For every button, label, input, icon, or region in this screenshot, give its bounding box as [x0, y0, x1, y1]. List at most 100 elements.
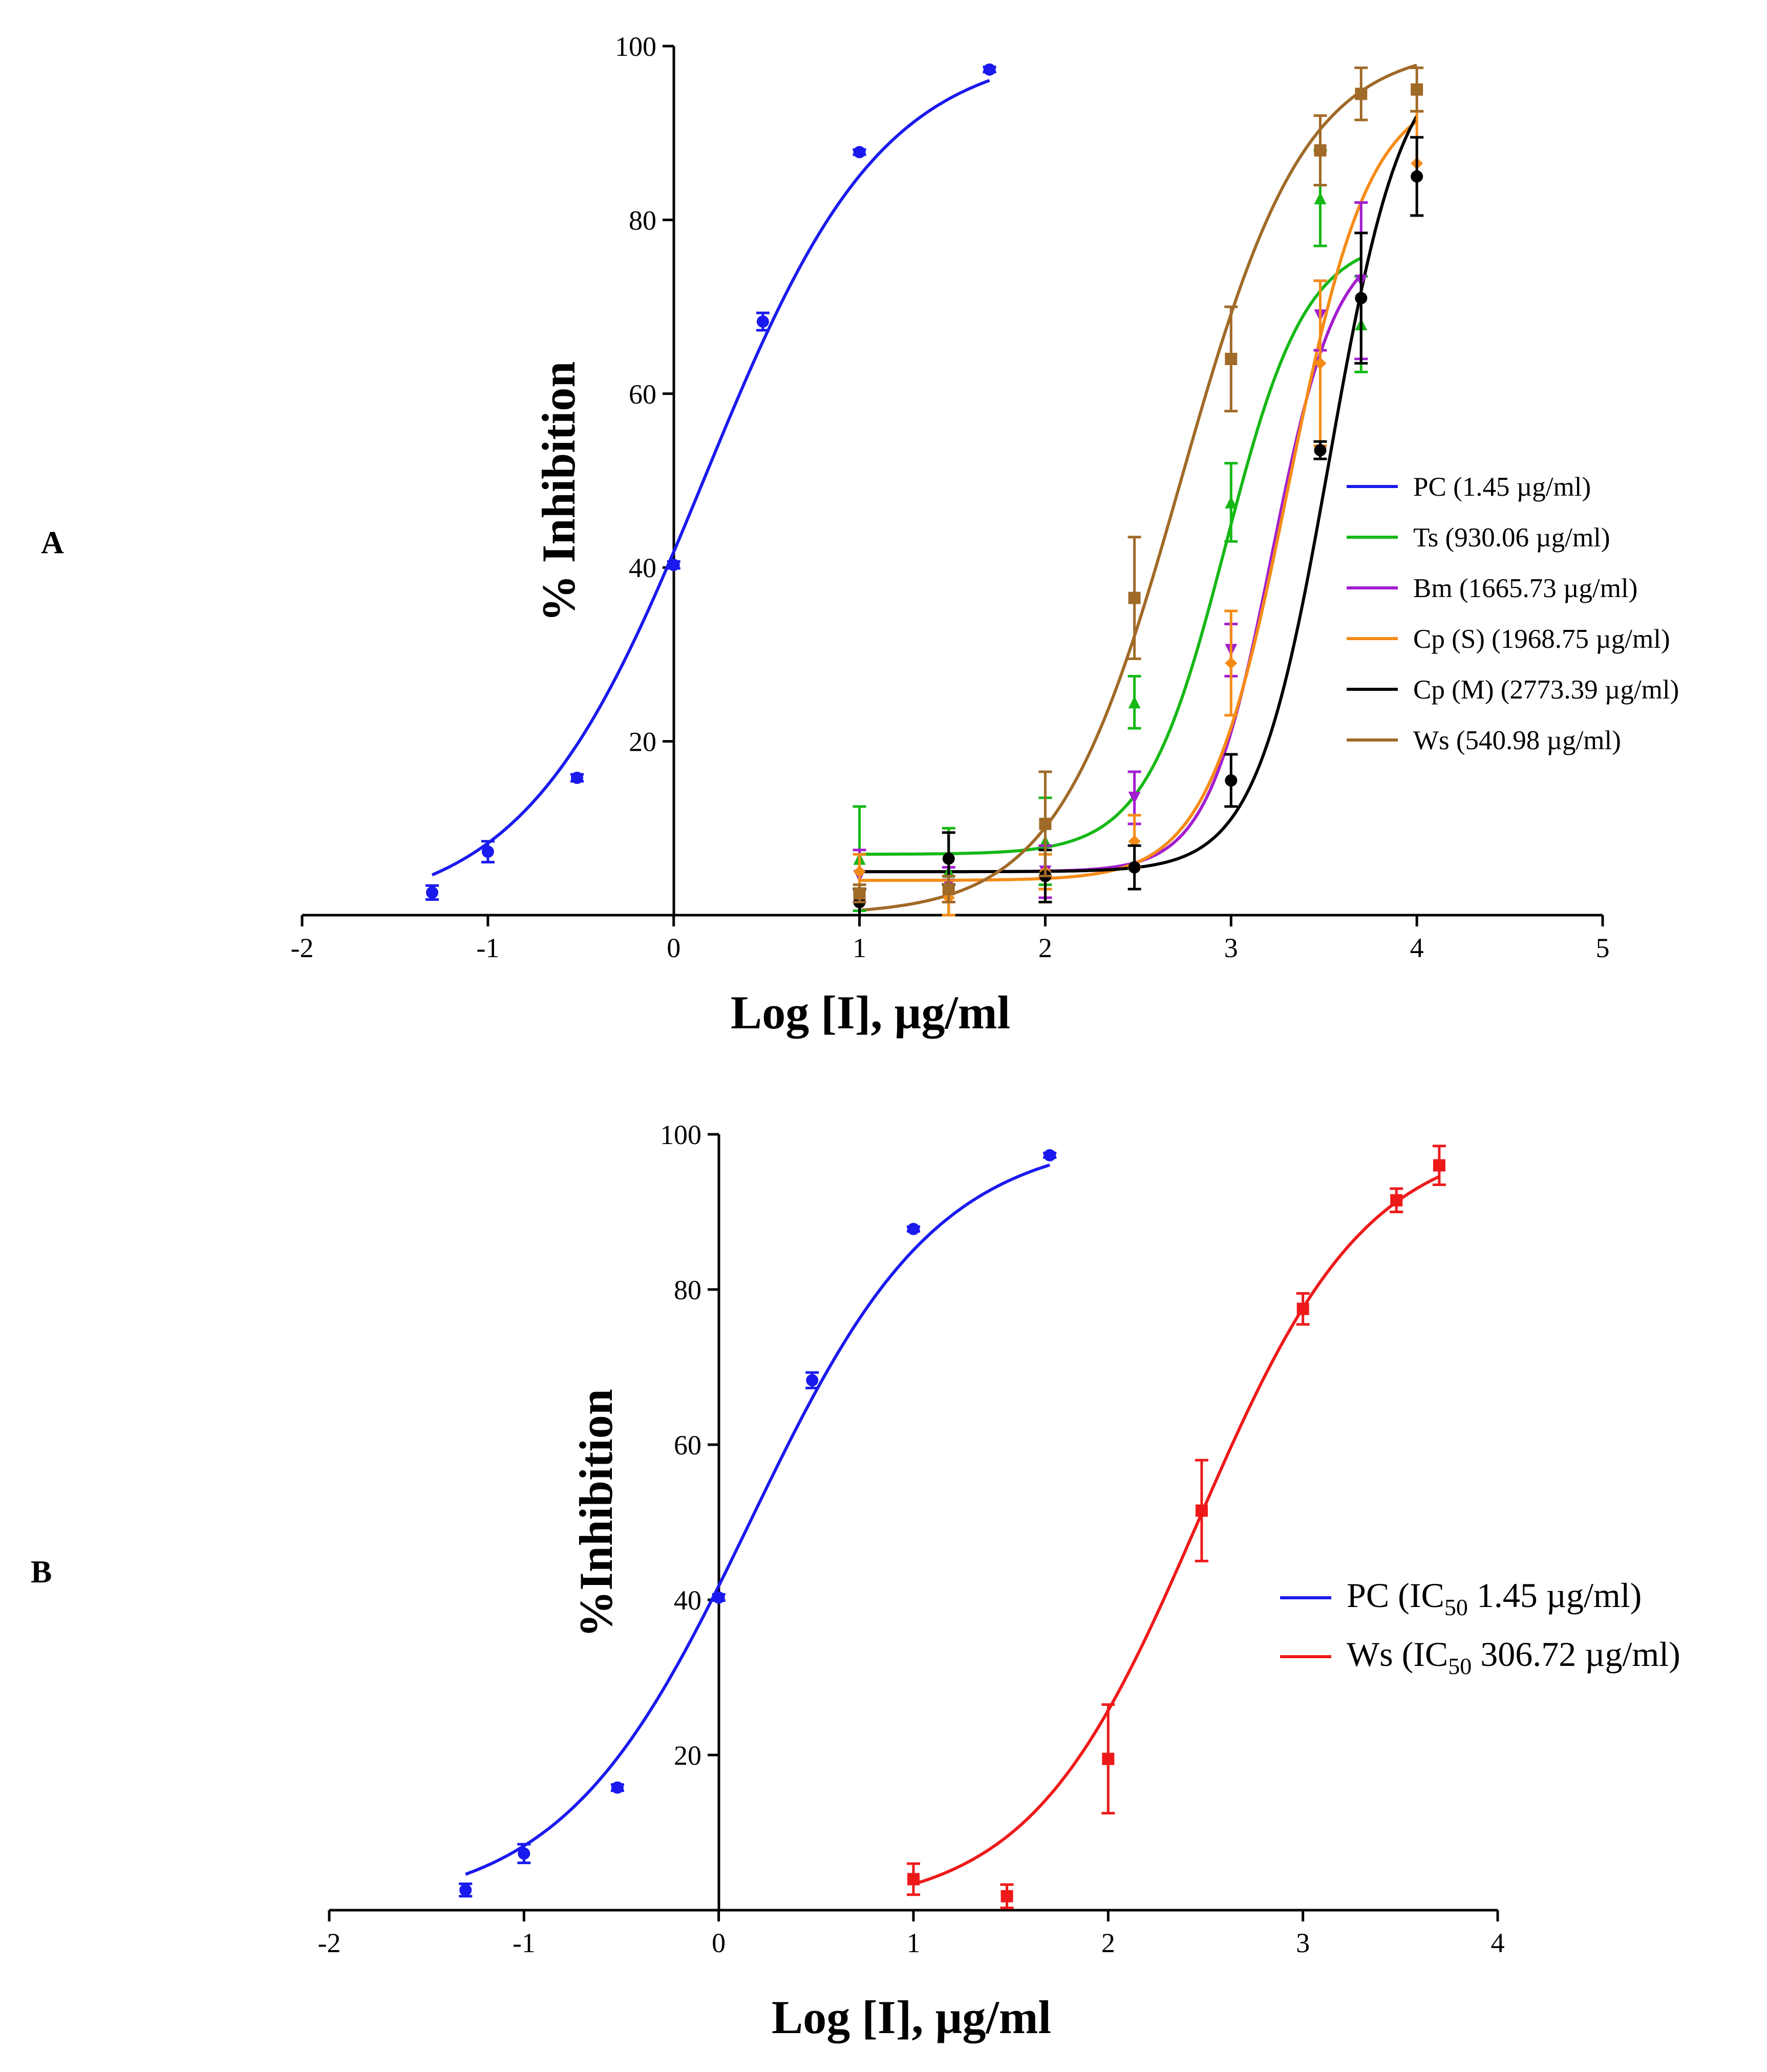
panel-b-y-axis-title: %Inhibition	[570, 1389, 622, 1638]
ws-fit-curve	[859, 64, 1417, 912]
pc-point	[459, 1884, 472, 1896]
pc-fit-curve	[431, 79, 990, 877]
ws-point	[1390, 1194, 1403, 1207]
cp-s-point	[1225, 657, 1238, 669]
pc-legend-label: PC (1.45 µg/ml)	[1413, 472, 1591, 502]
pc-legend-label: PC (IC50 1.45 µg/ml)	[1347, 1576, 1642, 1620]
x-tick-label: -2	[318, 1928, 341, 1958]
pc-point	[426, 886, 438, 899]
pc-point	[1044, 1149, 1056, 1161]
bm-fit-curve	[859, 273, 1362, 874]
pc-point	[907, 1222, 920, 1235]
ws-point	[1433, 1159, 1445, 1172]
cp-s-legend-label: Cp (S) (1968.75 µg/ml)	[1413, 624, 1670, 654]
cp-s-point	[853, 865, 866, 878]
ws-point	[1195, 1504, 1208, 1517]
pc-point	[571, 771, 584, 784]
panel-b-letter: B	[31, 1555, 52, 1590]
ws-legend-label: Ws (540.98 µg/ml)	[1413, 726, 1621, 755]
ws-legend-suffix: 306.72 µg/ml)	[1472, 1635, 1680, 1674]
ws-point	[907, 1873, 920, 1886]
ws-point	[1225, 352, 1238, 365]
ts-fit-curve	[859, 257, 1362, 856]
panel-b-data-points	[459, 1145, 1446, 1909]
panel-b-legend: PC (IC50 1.45 µg/ml)Ws (IC50 306.72 µg/m…	[1280, 1576, 1680, 1679]
pc-point	[853, 146, 866, 159]
ws-point	[1355, 88, 1368, 100]
y-tick-label: 20	[629, 727, 656, 757]
y-tick-label: 80	[674, 1275, 701, 1305]
ws-fit-curve	[913, 1175, 1440, 1886]
ws-point	[1000, 1890, 1013, 1902]
cp-s-point	[1314, 357, 1327, 370]
ts-point	[1128, 696, 1141, 709]
panel-a-letter: A	[41, 525, 64, 560]
ts-point	[1225, 496, 1238, 509]
cp-m-point	[1225, 774, 1238, 787]
y-tick-label: 100	[615, 31, 656, 62]
panel-b-x-axis-title: Log [I], µg/ml	[772, 1991, 1051, 2043]
ws-point	[1128, 591, 1141, 604]
pc-point	[756, 315, 769, 328]
y-tick-label: 40	[674, 1585, 701, 1616]
ws-point	[853, 887, 866, 900]
pc-legend-suffix: 1.45 µg/ml)	[1468, 1576, 1642, 1615]
panel-a-x-axis-title: Log [I], µg/ml	[731, 986, 1010, 1039]
x-tick-label: 4	[1491, 1928, 1505, 1958]
pc-legend-prefix: PC (IC	[1347, 1576, 1444, 1615]
cp-m-point	[1355, 292, 1368, 305]
panel-b: B Log [I], µg/ml %Inhibition -2 -1 0 1 2 3 4 20…	[31, 1119, 1680, 2043]
y-tick-label: 80	[629, 205, 656, 236]
y-tick-label: 40	[629, 553, 656, 583]
pc-point	[481, 845, 494, 858]
panel-b-fit-curves	[465, 1163, 1440, 1886]
panel-a-data-points	[425, 63, 1424, 917]
ws-point	[942, 883, 955, 896]
ts-legend-label: Ts (930.06 µg/ml)	[1413, 523, 1610, 553]
ws-point	[1411, 83, 1423, 96]
ws-point	[1296, 1302, 1309, 1315]
cp-s-fit-curve	[859, 120, 1418, 882]
panel-a-legend: PC (1.45 µg/ml) Ts (930.06 µg/ml) Bm (1665…	[1347, 472, 1679, 755]
pc-fit-curve	[465, 1163, 1051, 1876]
y-tick-label: 100	[660, 1119, 701, 1150]
panel-a-axes: -2 -1 0 1 2 3 4 5 20 40 60 80 100	[291, 31, 1610, 963]
x-tick-label: -1	[476, 933, 499, 963]
ws-legend-prefix: Ws (IC	[1347, 1635, 1448, 1674]
ws-legend-label: Ws (IC50 306.72 µg/ml)	[1347, 1635, 1680, 1679]
x-tick-label: 0	[712, 1928, 726, 1958]
x-tick-label: -1	[513, 1928, 536, 1958]
pc-point	[712, 1591, 725, 1604]
x-tick-label: 3	[1224, 933, 1238, 963]
panel-b-axes: -2 -1 0 1 2 3 4 20 40 60 80 100	[318, 1119, 1505, 1958]
x-tick-label: 2	[1101, 1928, 1115, 1958]
ts-point	[1314, 192, 1327, 204]
bm-point	[1128, 791, 1141, 804]
panel-a: A Log [I], µg/ml % Inhibition -2 -1 0 1 2 3 4 5…	[41, 31, 1679, 1039]
cp-m-point	[942, 852, 955, 865]
pc-point	[518, 1847, 530, 1860]
y-tick-label: 60	[674, 1430, 701, 1461]
bm-legend-label: Bm (1665.73 µg/ml)	[1413, 574, 1637, 603]
x-tick-label: 3	[1296, 1928, 1310, 1958]
panel-a-y-axis-title: % Inhibition	[533, 362, 585, 622]
ws-point	[1102, 1752, 1115, 1765]
cp-m-legend-label: Cp (M) (2773.39 µg/ml)	[1413, 675, 1679, 705]
pc-point	[806, 1374, 819, 1387]
pc-point	[983, 63, 996, 76]
cp-m-fit-curve	[859, 115, 1418, 874]
cp-m-point	[1128, 861, 1141, 874]
x-tick-label: 2	[1038, 933, 1052, 963]
cp-m-point	[1314, 444, 1327, 457]
x-tick-label: 1	[907, 1928, 921, 1958]
cp-m-point	[1411, 170, 1423, 183]
x-tick-label: 4	[1410, 933, 1424, 963]
y-tick-label: 60	[629, 379, 656, 410]
ws-point	[1314, 144, 1327, 157]
pc-point	[667, 559, 680, 572]
x-tick-label: 0	[667, 933, 680, 963]
pc-legend-subscript: 50	[1444, 1594, 1468, 1620]
pc-point	[611, 1781, 624, 1794]
x-tick-label: -2	[291, 933, 314, 963]
